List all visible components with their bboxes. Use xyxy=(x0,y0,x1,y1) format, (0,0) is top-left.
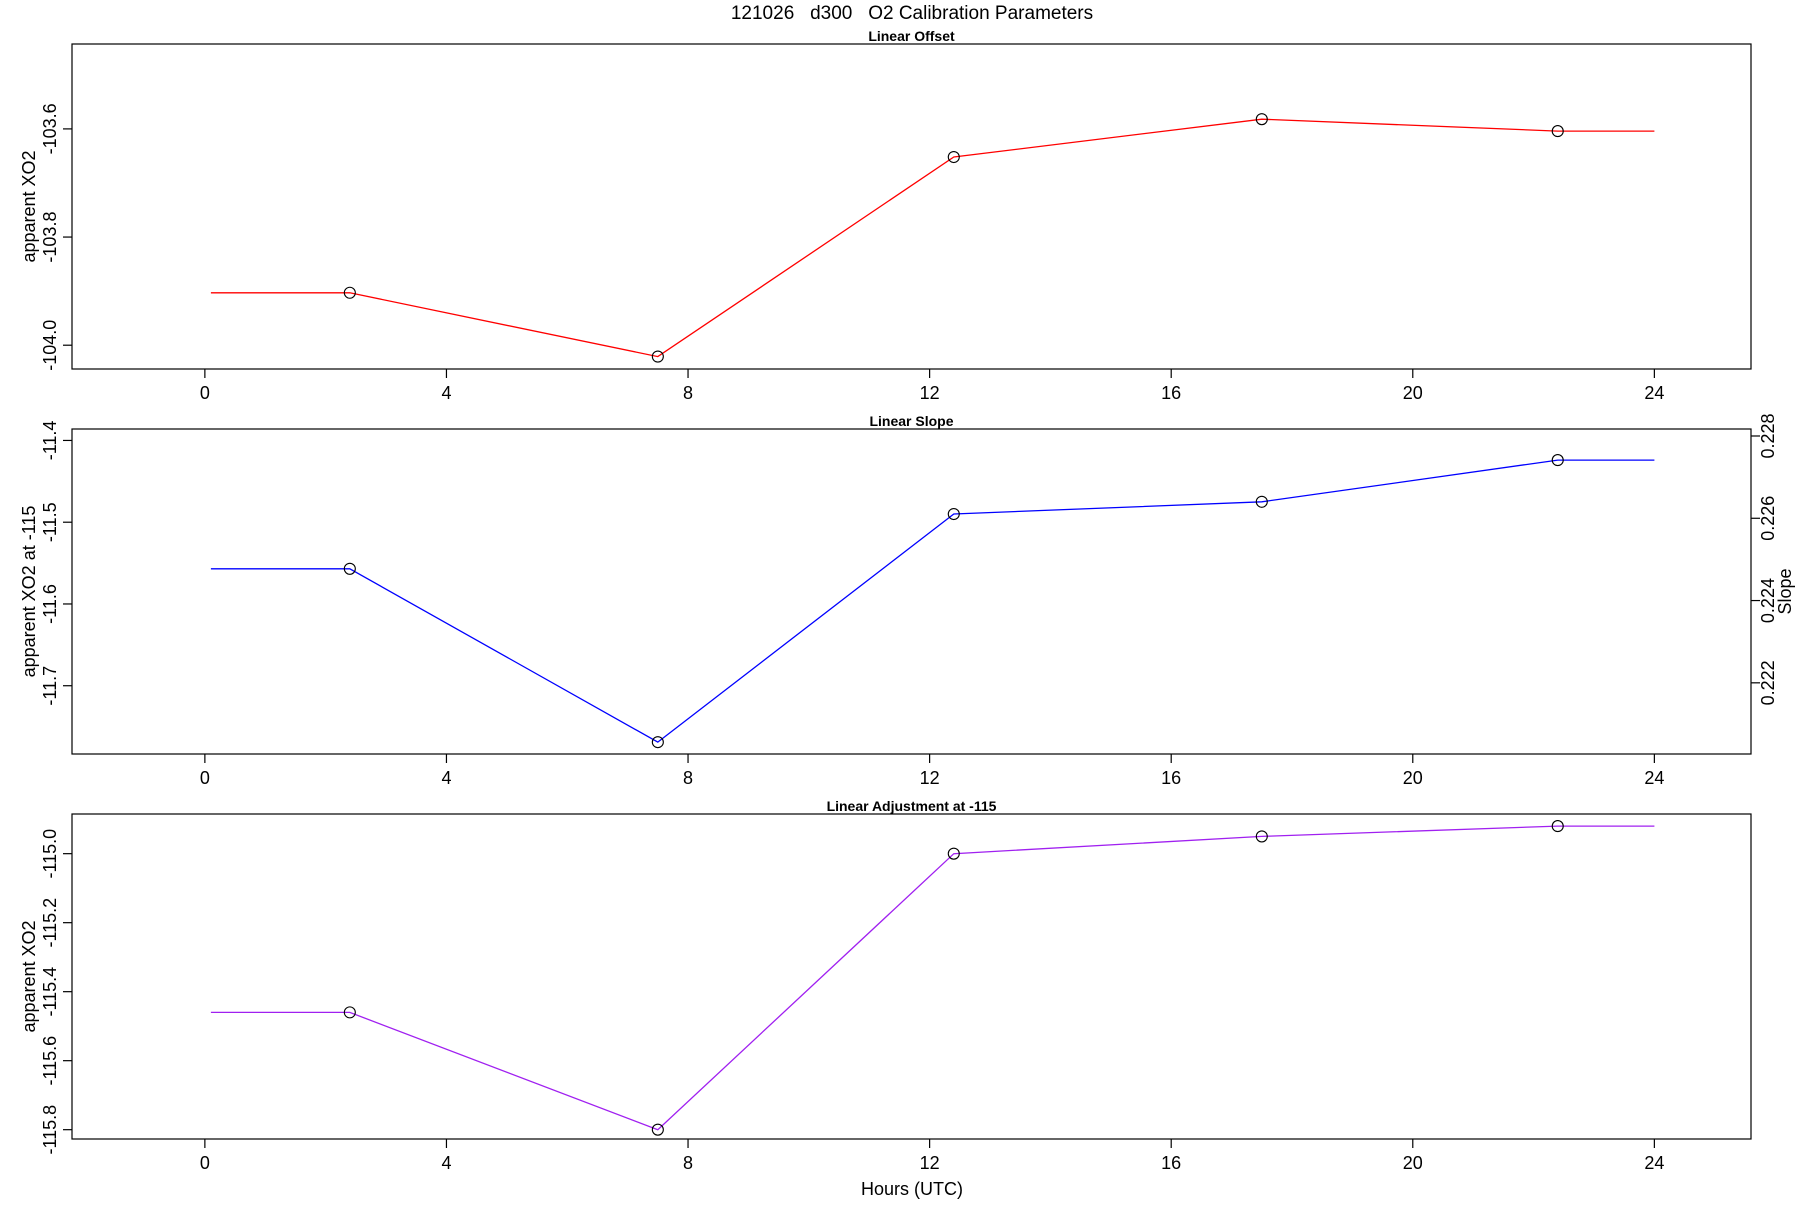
data-point xyxy=(1551,454,1564,467)
y-tick-label: -11.7 xyxy=(40,666,60,706)
data-point xyxy=(1551,820,1564,833)
figure-title: 121026 d300 O2 Calibration Parameters xyxy=(731,3,1093,24)
series-line xyxy=(210,825,1655,1131)
x-tick-label: 0 xyxy=(200,383,210,403)
y-axis-label: apparent XO2 xyxy=(19,920,39,1032)
data-point xyxy=(1255,495,1268,508)
chart-panel-2: Linear Slope 0 4 8 12 16 20 24 -11.7 -11.6 -11.5 -1… xyxy=(19,413,1795,788)
y-tick-label: -115.6 xyxy=(40,1036,60,1086)
x-tick-label: 20 xyxy=(1403,1153,1423,1173)
x-tick-label: 8 xyxy=(683,383,693,403)
chart-panel-1: Linear Offset 0 4 8 12 16 20 24 -104.0 -103.8 -103… xyxy=(19,28,1752,403)
x-tick-label: 16 xyxy=(1161,1153,1181,1173)
x-tick-label: 4 xyxy=(441,1153,451,1173)
chart-panel-3: Linear Adjustment at -115 0 4 8 12 16 20 24 -115… xyxy=(19,798,1752,1173)
panel-title: Linear Offset xyxy=(868,28,955,44)
y-tick-label: -103.8 xyxy=(40,212,60,263)
x-tick-label: 0 xyxy=(200,1153,210,1173)
x-axis-label: Hours (UTC) xyxy=(861,1179,963,1199)
x-tick-label: 8 xyxy=(683,768,693,788)
y-tick-label: -115.2 xyxy=(40,898,60,948)
series-line xyxy=(210,459,1655,743)
panel-title: Linear Adjustment at -115 xyxy=(827,798,997,814)
data-point xyxy=(343,562,356,575)
y-axis-label: apparent XO2 at -115 xyxy=(19,506,39,678)
y-tick-label: -115.4 xyxy=(40,967,60,1017)
data-point xyxy=(343,286,356,299)
data-point xyxy=(651,350,664,363)
data-point xyxy=(651,1123,664,1136)
data-point xyxy=(1551,125,1564,138)
x-tick-label: 16 xyxy=(1161,383,1181,403)
y2-tick-label: 0.222 xyxy=(1758,660,1778,705)
x-tick-label: 12 xyxy=(920,383,940,403)
plot-frame xyxy=(71,43,1752,370)
data-point xyxy=(947,847,960,860)
y-tick-label: -115.8 xyxy=(40,1105,60,1155)
y-tick-label: -11.4 xyxy=(40,421,60,461)
y-tick-label: -11.5 xyxy=(40,502,60,542)
data-point xyxy=(1255,113,1268,126)
chart-panels: Linear Offset 0 4 8 12 16 20 24 -104.0 -103.8 -103… xyxy=(19,28,1795,1173)
plot-frame xyxy=(71,813,1752,1140)
x-tick-label: 0 xyxy=(200,768,210,788)
y-axis-label: apparent XO2 xyxy=(19,150,39,262)
x-tick-label: 12 xyxy=(920,768,940,788)
plot-frame xyxy=(71,428,1752,755)
y2-tick-label: 0.228 xyxy=(1758,413,1778,458)
y-tick-label: -104.0 xyxy=(40,320,60,371)
y-tick-label: -103.6 xyxy=(40,103,60,154)
data-point xyxy=(947,507,960,521)
x-tick-label: 12 xyxy=(920,1153,940,1173)
data-point xyxy=(1255,830,1268,843)
data-point xyxy=(343,1006,356,1019)
x-tick-label: 24 xyxy=(1644,383,1664,403)
panel-title: Linear Slope xyxy=(869,413,953,429)
x-tick-label: 24 xyxy=(1644,768,1664,788)
series-line xyxy=(210,118,1655,358)
x-tick-label: 20 xyxy=(1403,768,1423,788)
y2-tick-label: 0.224 xyxy=(1758,578,1778,623)
y-tick-label: -11.6 xyxy=(40,584,60,624)
x-tick-label: 16 xyxy=(1161,768,1181,788)
data-point xyxy=(651,736,664,749)
y-tick-label: -115.0 xyxy=(40,829,60,879)
data-point xyxy=(947,150,960,164)
x-tick-label: 4 xyxy=(441,383,451,403)
y2-axis-label: Slope xyxy=(1775,568,1795,614)
y2-tick-label: 0.226 xyxy=(1758,496,1778,541)
x-tick-label: 20 xyxy=(1403,383,1423,403)
x-tick-label: 24 xyxy=(1644,1153,1664,1173)
x-tick-label: 4 xyxy=(441,768,451,788)
x-tick-label: 8 xyxy=(683,1153,693,1173)
